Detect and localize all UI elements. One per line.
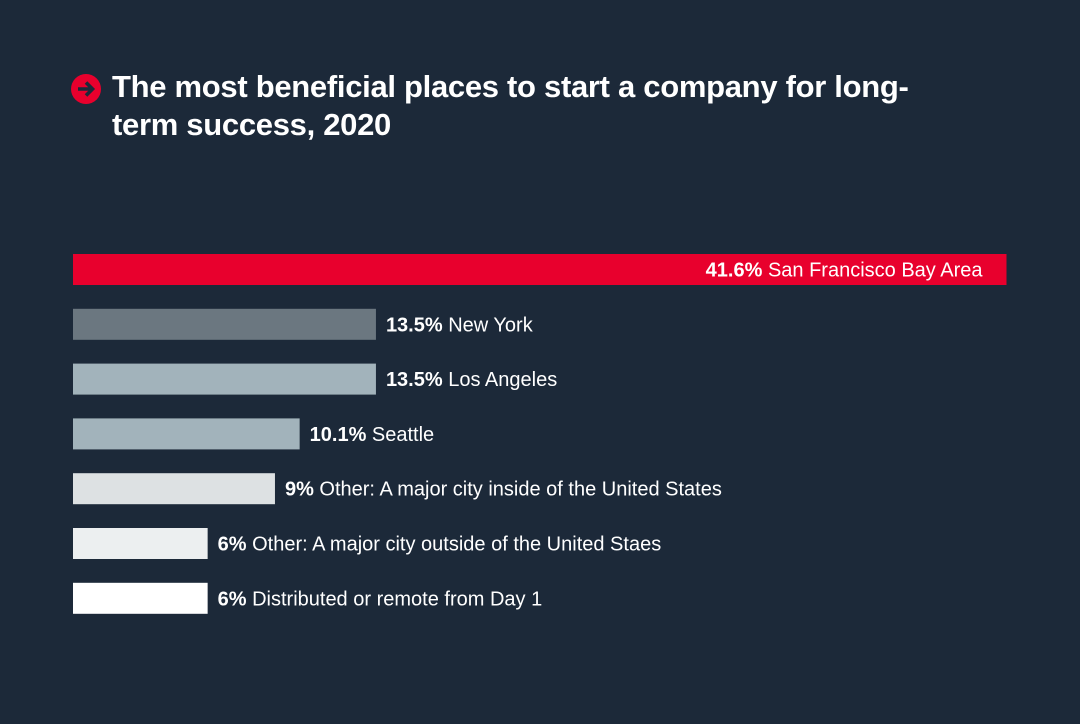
arrow-right-circle-icon [71, 74, 101, 104]
bar-value-label-6: 6% [218, 588, 247, 610]
bar-label-2: 13.5% Los Angeles [386, 369, 557, 391]
chart-header: The most beneficial places to start a co… [70, 68, 930, 144]
bar-category-label-4: Other: A major city inside of the United… [314, 479, 722, 501]
bar-category-label-1: New York [443, 314, 534, 336]
bar-2 [73, 363, 376, 395]
bar-label-5: 6% Other: A major city outside of the Un… [218, 534, 662, 556]
bar-label-1: 13.5% New York [386, 314, 534, 336]
bar-5 [73, 528, 208, 559]
bar-6 [73, 582, 208, 614]
bar-category-label-5: Other: A major city outside of the Unite… [247, 534, 662, 556]
bar-value-label-5: 6% [218, 534, 247, 556]
bar-category-label-0: San Francisco Bay Area [762, 260, 983, 282]
bar-label-0: 41.6% San Francisco Bay Area [706, 260, 984, 282]
bar-4 [73, 473, 275, 505]
bar-value-label-1: 13.5% [386, 314, 443, 336]
bar-category-label-3: Seattle [366, 424, 434, 446]
bar-category-label-6: Distributed or remote from Day 1 [247, 588, 543, 610]
bar-value-label-4: 9% [285, 479, 314, 501]
bar-value-label-3: 10.1% [310, 424, 367, 446]
chart-title: The most beneficial places to start a co… [112, 69, 909, 142]
bar-label-4: 9% Other: A major city inside of the Uni… [285, 479, 722, 501]
bar-value-label-2: 13.5% [386, 369, 443, 391]
bar-label-3: 10.1% Seattle [310, 424, 435, 446]
bar-value-label-0: 41.6% [706, 260, 763, 282]
bar-3 [73, 418, 300, 450]
bar-0 [73, 254, 1007, 285]
bar-label-6: 6% Distributed or remote from Day 1 [218, 588, 543, 610]
bar-category-label-2: Los Angeles [443, 369, 558, 391]
bar-1 [73, 308, 376, 340]
